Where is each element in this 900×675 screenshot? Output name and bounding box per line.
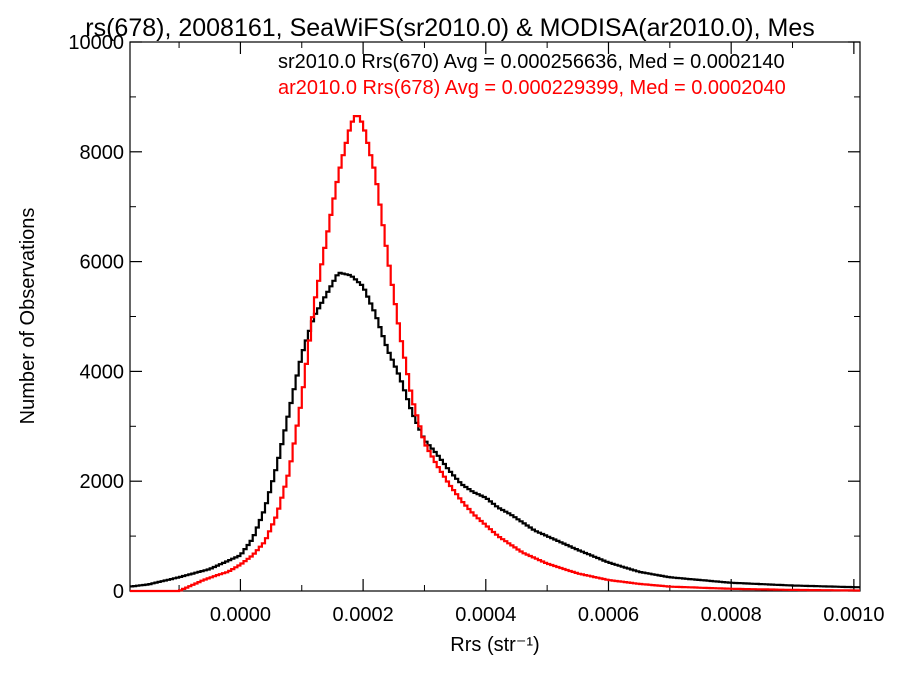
chart-title: rs(678), 2008161, SeaWiFS(sr2010.0) & MO… xyxy=(85,14,814,42)
x-axis: 0.0000 0.0002 0.0004 0.0006 0.0008 0.0010 xyxy=(178,42,884,626)
x-tick-label: 0.0004 xyxy=(455,604,516,626)
y-axis-label: Number of Observations xyxy=(17,208,39,425)
plot-area-frame xyxy=(129,41,861,592)
x-tick-label: 0.0000 xyxy=(210,604,271,626)
x-tick-label: 0.0008 xyxy=(701,604,762,626)
y-tick-label: 2000 xyxy=(80,471,125,493)
y-tick-label: 4000 xyxy=(80,361,125,383)
y-tick-label: 0 xyxy=(113,581,124,603)
y-tick-label: 10000 xyxy=(68,32,124,54)
legend-entry-sr2010: sr2010.0 Rrs(670) Avg = 0.000256636, Med… xyxy=(278,51,785,73)
legend: sr2010.0 Rrs(670) Avg = 0.000256636, Med… xyxy=(278,51,786,99)
x-axis-label: Rrs (str⁻¹) xyxy=(450,634,539,656)
legend-entry-ar2010: ar2010.0 Rrs(678) Avg = 0.000229399, Med… xyxy=(278,77,786,99)
x-tick-label: 0.0006 xyxy=(578,604,639,626)
y-axis: 0 2000 4000 6000 8000 10000 xyxy=(68,32,860,603)
y-tick-label: 6000 xyxy=(80,252,125,274)
x-tick-label: 0.0010 xyxy=(823,604,884,626)
series-sr2010-line xyxy=(130,271,860,589)
series-ar2010-line xyxy=(130,115,860,593)
series-layer xyxy=(130,115,860,593)
x-tick-label: 0.0002 xyxy=(333,604,394,626)
y-tick-label: 8000 xyxy=(80,142,125,164)
